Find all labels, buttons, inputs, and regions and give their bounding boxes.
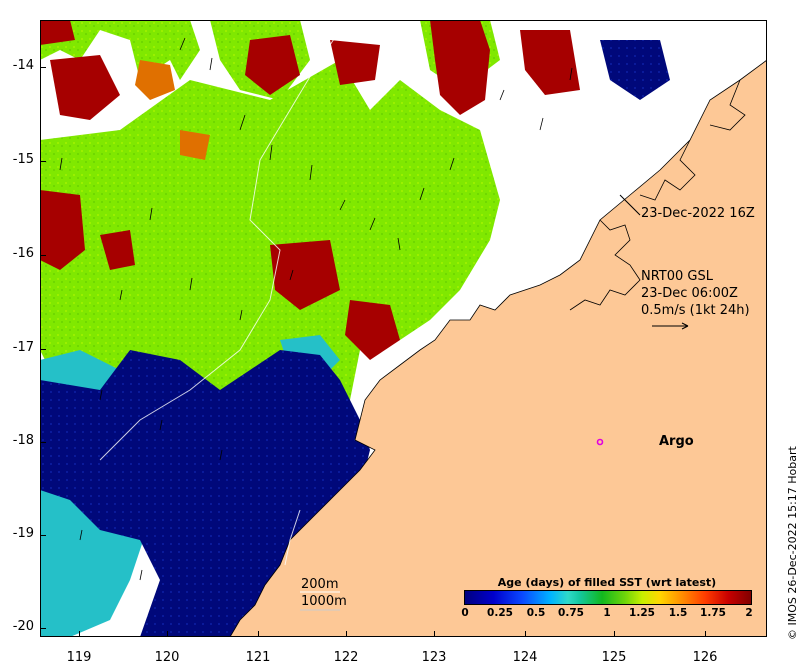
legend-tick: 1.75 xyxy=(700,607,726,619)
y-axis-label: -15 xyxy=(12,152,34,167)
x-tick xyxy=(614,631,615,637)
x-axis-label: 124 xyxy=(512,650,538,665)
coastline-detail xyxy=(569,79,746,311)
map-area[interactable] xyxy=(40,20,767,637)
y-axis-label: -16 xyxy=(12,246,34,261)
argo-marker xyxy=(596,438,604,446)
legend-tick: 1 xyxy=(603,607,611,619)
x-axis-label: 120 xyxy=(154,650,180,665)
legend-tick: 0 xyxy=(461,607,469,619)
x-tick xyxy=(525,631,526,637)
sst-map xyxy=(40,20,767,637)
isobath-lines xyxy=(99,29,341,566)
x-tick xyxy=(167,631,168,637)
x-axis-label: 123 xyxy=(421,650,447,665)
x-axis-label: 119 xyxy=(66,650,92,665)
track-time-label: 23-Dec-2022 16Z xyxy=(641,206,755,221)
isobath-1000m-label: 1000m xyxy=(301,594,347,609)
y-tick xyxy=(40,442,46,443)
y-tick xyxy=(40,255,46,256)
legend-tick: 1.25 xyxy=(629,607,655,619)
legend-tick: 1.5 xyxy=(668,607,688,619)
color-legend: Age (days) of filled SST (wrt latest) 0 … xyxy=(461,576,752,622)
copyright-text: © IMOS 26-Dec-2022 15:17 Hobart xyxy=(786,446,799,640)
x-tick xyxy=(258,631,259,637)
legend-tick: 2 xyxy=(745,607,753,619)
x-axis-label: 126 xyxy=(692,650,718,665)
legend-title: Age (days) of filled SST (wrt latest) xyxy=(497,576,717,589)
isobath-200m-label: 200m xyxy=(301,577,339,592)
x-tick xyxy=(434,631,435,637)
legend-colorbar xyxy=(464,590,752,605)
y-axis-label: -17 xyxy=(12,340,34,355)
x-axis-label: 125 xyxy=(601,650,627,665)
legend-tick: 0.75 xyxy=(558,607,584,619)
track-pointer xyxy=(619,194,641,216)
y-tick xyxy=(40,67,46,68)
legend-tick: 0.5 xyxy=(526,607,546,619)
y-tick xyxy=(40,628,46,629)
y-axis-label: -20 xyxy=(12,619,34,634)
x-tick xyxy=(705,631,706,637)
x-tick xyxy=(79,631,80,637)
x-axis-label: 121 xyxy=(245,650,271,665)
sst-age-blue-region xyxy=(40,40,670,637)
legend-tick: 0.25 xyxy=(487,607,513,619)
current-time-label: 23-Dec 06:00Z xyxy=(641,286,738,301)
y-tick xyxy=(40,161,46,162)
y-axis-label: -18 xyxy=(12,433,34,448)
current-source-label: NRT00 GSL xyxy=(641,269,713,284)
y-tick xyxy=(40,535,46,536)
land-mass xyxy=(229,59,767,637)
sst-age-orange-patch xyxy=(135,60,210,160)
argo-label: Argo xyxy=(659,434,694,449)
current-scale-arrow xyxy=(652,322,689,330)
x-tick xyxy=(346,631,347,637)
y-axis-label: -19 xyxy=(12,526,34,541)
current-vectors xyxy=(59,37,573,581)
y-axis-label: -14 xyxy=(12,58,34,73)
current-scale-label: 0.5m/s (1kt 24h) xyxy=(641,303,750,318)
x-axis-label: 122 xyxy=(333,650,359,665)
y-tick xyxy=(40,349,46,350)
sst-age-darkred-patches xyxy=(40,20,580,380)
